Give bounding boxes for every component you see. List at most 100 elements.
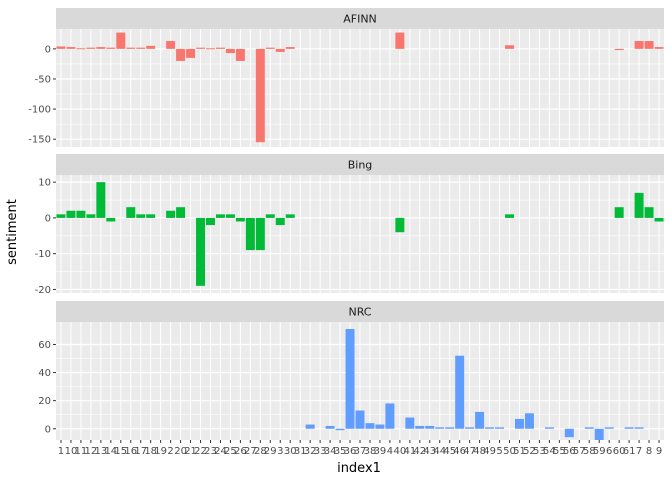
bar: [206, 217, 215, 226]
x-tick-label: 56: [563, 446, 576, 457]
bar: [265, 47, 275, 49]
bar: [136, 214, 146, 218]
x-tick-label: 6: [606, 446, 612, 457]
bar: [86, 214, 96, 218]
x-tick-label: 51: [513, 446, 526, 457]
bar: [275, 217, 285, 226]
bar: [435, 427, 445, 429]
x-tick-label: 53: [533, 446, 546, 457]
x-tick-label: 7: [636, 446, 642, 457]
x-tick-label: 59: [593, 446, 606, 457]
bar: [96, 47, 106, 49]
x-tick-label: 45: [443, 446, 456, 457]
panel-afinn: AFINN 0 -50 -100 -150: [28, 8, 664, 147]
strip-background: [56, 301, 664, 322]
bar: [594, 428, 604, 440]
y-tick-label: -50: [35, 74, 51, 85]
x-tick-label: 9: [656, 446, 662, 457]
bar: [106, 217, 116, 222]
bar: [215, 47, 225, 49]
x-tick-label: 34: [324, 446, 337, 457]
bar: [644, 41, 654, 49]
x-tick-label: 8: [646, 446, 652, 457]
bar: [305, 424, 315, 429]
bar: [564, 428, 574, 438]
strip-label: Bing: [348, 159, 373, 172]
bar: [654, 47, 664, 49]
x-tick-label: 39: [374, 446, 387, 457]
bar: [385, 403, 395, 429]
x-tick-label: 13: [94, 446, 107, 457]
y-tick-label: 0: [45, 424, 51, 435]
bar: [186, 48, 196, 58]
strip-background: [56, 8, 664, 29]
y-tick-label: -20: [35, 285, 51, 296]
x-tick-label: 37: [354, 446, 367, 457]
bar: [465, 427, 475, 429]
x-tick-label: 3: [277, 446, 283, 457]
bar: [275, 48, 285, 52]
bar: [86, 47, 96, 49]
bar: [335, 428, 345, 431]
bar: [654, 217, 664, 222]
x-tick-label: 1: [58, 446, 64, 457]
x-tick-label: 40: [394, 446, 407, 457]
x-tick-label: 46: [453, 446, 466, 457]
x-tick-label: 16: [124, 446, 137, 457]
bar: [225, 48, 235, 54]
bar: [614, 48, 624, 51]
x-tick-label: 42: [413, 446, 426, 457]
y-tick-label: 0: [45, 213, 51, 224]
bar: [475, 411, 485, 429]
bar: [505, 214, 514, 218]
x-tick-label: 12: [85, 446, 98, 457]
bar: [395, 217, 405, 233]
bar: [176, 48, 186, 61]
bar: [355, 410, 365, 429]
x-tick-label: 57: [573, 446, 586, 457]
x-tick-label: 29: [264, 446, 277, 457]
y-tick-label: 40: [38, 368, 51, 379]
bar: [634, 41, 644, 49]
bar: [196, 47, 206, 49]
bar: [644, 207, 654, 218]
bar: [485, 427, 495, 429]
bar: [255, 48, 265, 143]
x-tick-label: 22: [194, 446, 207, 457]
y-tick-label: -10: [35, 249, 51, 260]
panel-bing: Bing 10 0 -10 -20: [35, 154, 664, 296]
x-tick-label: 44: [433, 446, 446, 457]
x-tick-label: 23: [204, 446, 217, 457]
y-tick-label: -150: [28, 135, 51, 146]
x-tick-label: 32: [304, 446, 317, 457]
bar: [235, 48, 245, 61]
x-tick-label: 50: [503, 446, 516, 457]
strip-background: [56, 154, 664, 175]
bar: [96, 182, 106, 218]
x-tick-label: 47: [463, 446, 476, 457]
x-tick-label: 38: [364, 446, 377, 457]
bar: [166, 210, 176, 218]
x-axis-title: index1: [337, 461, 381, 476]
y-tick-label: 60: [38, 340, 51, 351]
x-tick-label: 27: [244, 446, 257, 457]
x-tick-label: 28: [254, 446, 267, 457]
bar: [514, 418, 524, 429]
bar: [415, 425, 425, 429]
x-tick-label: 20: [174, 446, 187, 457]
x-tick-label: 43: [423, 446, 436, 457]
bar: [495, 427, 505, 429]
x-tick-label: 55: [553, 446, 566, 457]
y-tick-label: 20: [38, 396, 51, 407]
bar: [66, 210, 76, 218]
x-tick-label: 35: [334, 446, 347, 457]
x-tick-label: 4: [387, 446, 393, 457]
bar: [146, 45, 156, 49]
bar: [285, 214, 295, 218]
bar: [624, 427, 634, 429]
bar: [126, 207, 136, 218]
y-axis-title: sentiment: [5, 199, 20, 265]
bar: [76, 48, 86, 50]
bar: [196, 217, 206, 286]
x-tick-label: 60: [613, 446, 626, 457]
